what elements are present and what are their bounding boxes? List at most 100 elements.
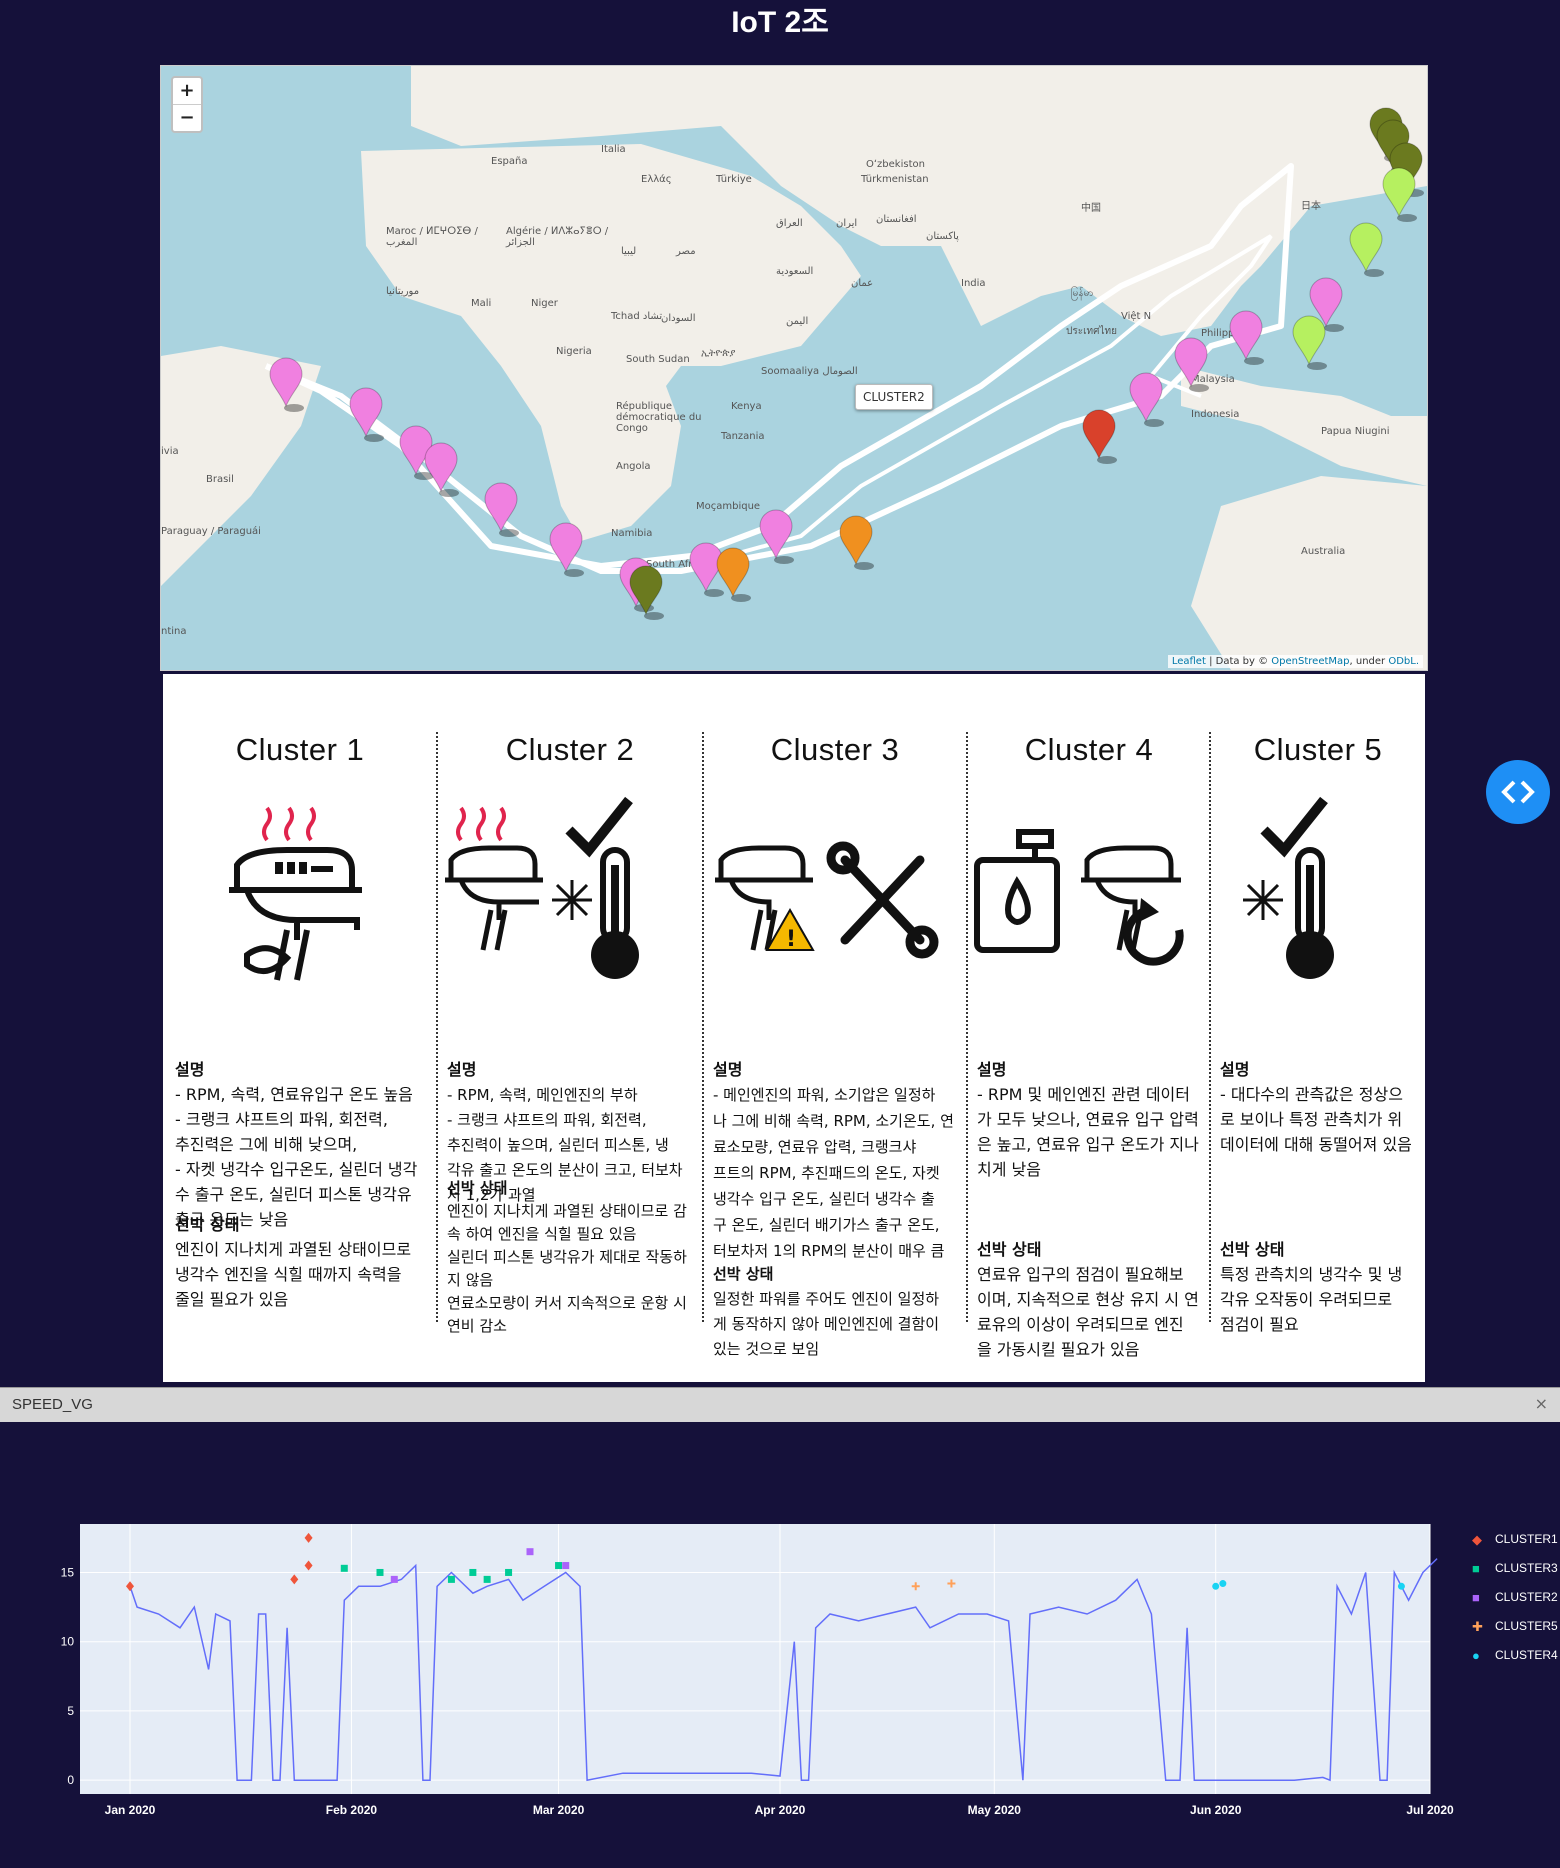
map-marker-cluster2[interactable] [549, 522, 584, 577]
cluster-point[interactable] [1397, 1582, 1405, 1590]
cluster-point[interactable] [390, 1575, 398, 1583]
state-heading: 선박 상태 [977, 1240, 1042, 1259]
cluster-point[interactable] [304, 1560, 313, 1571]
state-text: 엔진이 지나치게 과열된 상태이므로 감 속 하여 엔진을 식힐 필요 있음 실… [447, 1202, 687, 1335]
cluster-point[interactable] [1212, 1582, 1220, 1590]
map-place-label: Oʻzbekiston [866, 159, 925, 170]
legend-marker-icon: ■ [1472, 1590, 1480, 1605]
cluster-point[interactable] [469, 1568, 477, 1576]
marker-tooltip: CLUSTER2 [855, 384, 933, 410]
x-tick-label: Apr 2020 [755, 1803, 806, 1817]
state-heading: 선박 상태 [175, 1215, 240, 1234]
map-place-label: Tanzania [721, 431, 765, 442]
chart-legend[interactable]: ◆ CLUSTER1 ■ CLUSTER3 ■ CLUSTER2 ✚ CLUSTER5 ● CLU… [1468, 1525, 1558, 1670]
map-place-label: 中国 [1081, 203, 1101, 214]
map-marker-cluster2[interactable] [1229, 310, 1264, 365]
map-place-label: Moçambique [696, 501, 761, 512]
column-divider [702, 732, 704, 1322]
map-marker-cluster5[interactable] [1082, 409, 1117, 464]
state-text: 엔진이 지나치게 과열된 상태이므로 냉각수 엔진을 식힐 때까지 속력을 줄일… [175, 1240, 412, 1309]
attribution-text: | Data by © [1205, 656, 1272, 667]
cluster-point[interactable] [340, 1564, 348, 1572]
leaflet-link[interactable]: Leaflet [1171, 656, 1206, 667]
map-marker-cluster4[interactable] [716, 547, 751, 602]
cluster-point[interactable] [911, 1582, 920, 1591]
cluster-state: 선박 상태 일정한 파워를 주어도 엔진이 일정하 게 동작하지 않아 메인엔진… [713, 1262, 961, 1362]
legend-label: CLUSTER5 [1495, 1619, 1558, 1633]
legend-item[interactable]: ✚ CLUSTER5 [1468, 1612, 1558, 1641]
legend-item[interactable]: ■ CLUSTER2 [1468, 1583, 1558, 1612]
cluster-point[interactable] [505, 1568, 513, 1576]
map-marker-cluster1[interactable] [629, 565, 664, 620]
cluster-point[interactable] [304, 1532, 313, 1543]
thermometer-icon [1286, 847, 1334, 979]
close-icon[interactable]: × [1534, 1394, 1548, 1413]
outboard-motor-icon [229, 847, 362, 981]
map-marker-cluster2[interactable] [759, 509, 794, 564]
map-place-label: Italia [601, 144, 626, 155]
map-markers[interactable] [161, 66, 1427, 670]
code-toggle-button[interactable] [1486, 760, 1550, 824]
map-marker-cluster3[interactable] [1292, 315, 1327, 370]
restart-arrow-icon [1123, 906, 1184, 966]
map-marker-cluster2[interactable] [1174, 337, 1209, 392]
legend-label: CLUSTER2 [1495, 1590, 1558, 1604]
x-tick-label: Mar 2020 [533, 1803, 585, 1817]
osm-link[interactable]: OpenStreetMap [1271, 656, 1350, 667]
map-marker-cluster2[interactable] [269, 357, 304, 412]
cluster-title: Cluster 5 [1253, 732, 1383, 767]
cluster-title: Cluster 1 [235, 732, 365, 767]
map-marker-cluster4[interactable] [839, 515, 874, 570]
zoom-out-button[interactable]: − [173, 104, 201, 131]
map-attribution: Leaflet | Data by © OpenStreetMap, under… [1167, 655, 1423, 668]
legend-marker-icon: ◆ [1472, 1532, 1482, 1547]
state-heading: 선박 상태 [713, 1265, 774, 1283]
odbl-link[interactable]: ODbL. [1388, 656, 1419, 667]
cluster-2-column: Cluster 2 설명 - RPM, 속력, 메인엔진의 부하 - 크랭크 샤… [439, 732, 701, 1335]
map-place-label: موريتانيا [386, 286, 420, 297]
map-marker-cluster2[interactable] [424, 442, 459, 497]
state-text: 특정 관측치의 냉각수 및 냉 각유 오작동이 우려되므로 점검이 필요 [1220, 1265, 1403, 1334]
map-place-label: Namibia [611, 528, 653, 539]
cluster-point[interactable] [947, 1579, 956, 1588]
cluster-state: 선박 상태 연료유 입구의 점검이 필요해보 이며, 지속적으로 현상 유지 시… [977, 1237, 1205, 1362]
outboard-motor-icon [445, 845, 543, 951]
map-place-label: Maroc / ⵍⵎⵖⵔⵉⴱ / المغرب [386, 226, 478, 248]
zoom-in-button[interactable]: + [179, 80, 195, 101]
map-marker-cluster2[interactable] [484, 482, 519, 537]
route-map[interactable]: España Italia Ελλάς Türkiye Oʻzbekiston Türkm… [160, 65, 1428, 671]
map-place-label: ประเทศไทย [1066, 326, 1117, 337]
map-place-label: Brasil [206, 474, 234, 485]
x-tick-label: Jan 2020 [105, 1803, 156, 1817]
legend-marker-icon: ✚ [1472, 1619, 1483, 1634]
cluster-point[interactable] [562, 1562, 570, 1570]
speed-series-line[interactable] [129, 1558, 1438, 1782]
cluster-point[interactable] [1219, 1580, 1227, 1588]
cluster-description: 설명 - RPM, 속력, 메인엔진의 부하 - 크랭크 샤프트의 파워, 회전… [447, 1057, 697, 1207]
map-marker-cluster3[interactable] [1349, 222, 1384, 277]
cluster-point[interactable] [555, 1562, 563, 1570]
legend-item[interactable]: ■ CLUSTER3 [1468, 1554, 1558, 1583]
cluster-point[interactable] [376, 1568, 384, 1576]
cluster-point[interactable] [526, 1548, 534, 1556]
legend-item[interactable]: ◆ CLUSTER1 [1468, 1525, 1558, 1554]
map-marker-cluster3[interactable] [1382, 167, 1417, 222]
zoom-control[interactable]: + − [171, 76, 203, 133]
coolant-check-icon [1243, 796, 1334, 979]
map-marker-cluster2[interactable] [1309, 277, 1344, 332]
legend-item[interactable]: ● CLUSTER4 [1468, 1641, 1558, 1670]
cluster-summary-panel: Cluster 1 설명 - RPM, 속력, 연료유입구 온도 높음 - 크랭… [163, 674, 1425, 1382]
map-marker-cluster2[interactable] [349, 387, 384, 442]
speed-line-chart[interactable]: Jan 2020 Feb 2020 Mar 2020 Apr 2020 May 2020… [0, 1422, 1560, 1864]
map-marker-cluster2[interactable] [1129, 372, 1164, 427]
cluster-point[interactable] [126, 1581, 134, 1592]
fuel-engine-restart-icon [974, 829, 1184, 966]
cluster-point[interactable] [447, 1575, 455, 1583]
cluster-point[interactable] [290, 1574, 299, 1585]
plot-background [80, 1524, 1430, 1794]
cluster-point[interactable] [483, 1575, 491, 1583]
cluster-description: 설명 - RPM 및 메인엔진 관련 데이터 가 모두 낮으나, 연료유 입구 … [977, 1057, 1205, 1182]
map-place-label: عمان [851, 278, 874, 289]
legend-label: CLUSTER4 [1495, 1648, 1558, 1662]
map-place-label: Algérie / ⵍⴷⵣⴰⵢⴻⵔ / الجزائر [506, 226, 609, 248]
